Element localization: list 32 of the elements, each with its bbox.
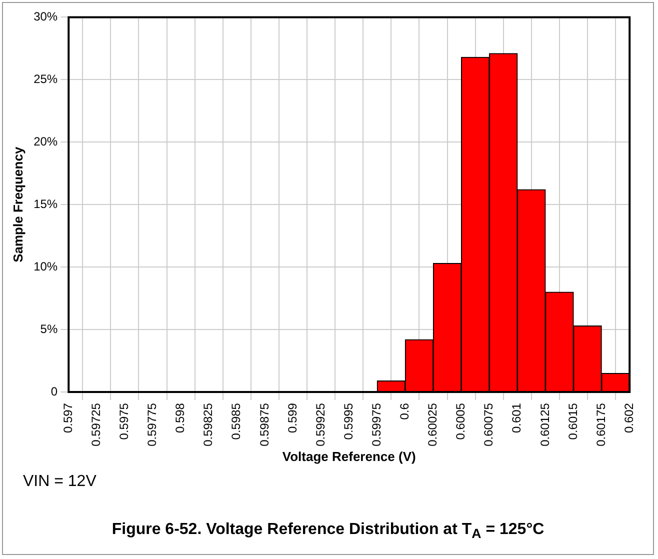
text: Figure 6-52. Voltage Reference Distribution at T$_{A}$ = 125°C: [110, 521, 546, 542]
y-tick-label: 25%: [34, 72, 58, 86]
x-tick-label: 0.6005: [454, 402, 468, 440]
y-tick-label: 20%: [34, 134, 58, 148]
x-tick-label: 0.60075: [482, 402, 496, 446]
x-tick-label: 0.5975: [117, 402, 132, 440]
x-tick-label: 0.597: [60, 402, 75, 434]
x-tick-label: 0.598: [173, 402, 188, 434]
y-tick-label: 30%: [34, 10, 58, 24]
x-tick-label: 0.6015: [566, 402, 580, 440]
x-tick-label: 0.59825: [201, 402, 216, 446]
x-tick-label: 0.59925: [313, 402, 328, 446]
x-tick-label: 0.59775: [145, 402, 160, 446]
x-tick-label: 0.60175: [594, 402, 608, 446]
y-tick-label: 0: [50, 384, 58, 398]
x-axis-title: Voltage Reference (V): [282, 448, 416, 464]
x-tick-label: 0.602: [622, 402, 636, 434]
x-tick-label: 0.601: [510, 402, 524, 434]
y-tick-label: 10%: [34, 259, 58, 274]
x-tick-label: 0.6: [398, 402, 412, 420]
x-tick-label: 0.60125: [538, 402, 552, 446]
x-tick-label: 0.5985: [229, 402, 244, 440]
y-tick-label: 5%: [40, 322, 58, 336]
y-tick-label: 15%: [34, 196, 58, 211]
y-axis-title: Sample Frequency: [10, 146, 26, 262]
x-tick-label: 0.5995: [341, 402, 356, 440]
x-tick-label: 0.59875: [257, 402, 272, 446]
text: VIN = 12V: [23, 473, 96, 491]
x-tick-label: 0.60025: [426, 402, 440, 446]
x-tick-label: 0.599: [285, 402, 300, 434]
x-tick-label: 0.59975: [369, 402, 384, 446]
x-tick-label: 0.59725: [88, 402, 103, 446]
